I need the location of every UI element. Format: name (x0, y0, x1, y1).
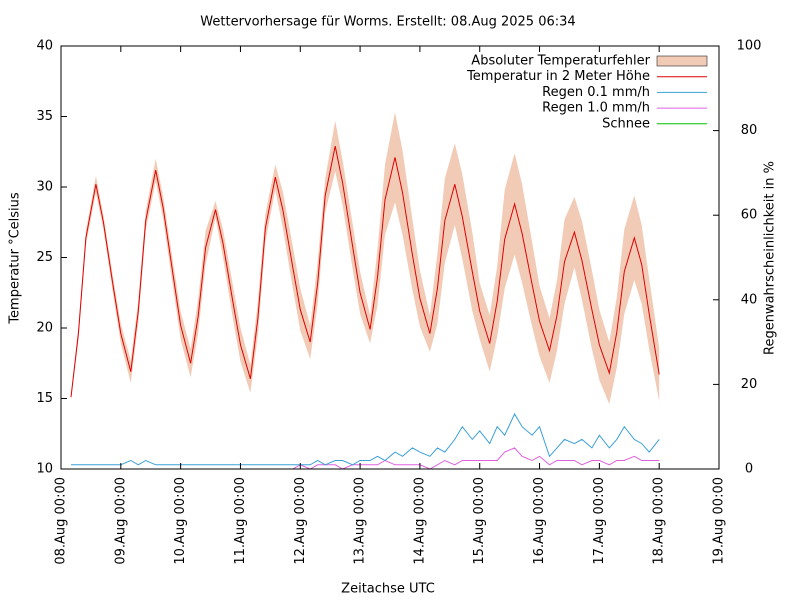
y-tick-label: 15 (36, 391, 53, 406)
y2-tick-label: 80 (741, 123, 758, 138)
y-tick-label: 10 (36, 462, 53, 477)
legend-label: Schnee (602, 116, 650, 131)
series-line (71, 447, 660, 470)
x-tick-label: 08.Aug 00:00 (54, 477, 69, 565)
series-line (71, 412, 660, 466)
y2-tick-label: 0 (745, 462, 753, 477)
y-axis-label: Temperatur °Celsius (8, 192, 23, 325)
x-tick-label: 14.Aug 00:00 (412, 477, 427, 565)
series-line (70, 146, 660, 398)
x-tick-label: 09.Aug 00:00 (113, 477, 128, 565)
x-tick-label: 12.Aug 00:00 (293, 477, 308, 565)
y2-tick-label: 40 (741, 292, 758, 307)
y-tick-label: 20 (36, 321, 53, 336)
x-axis-label: Zeitachse UTC (341, 582, 435, 597)
x-tick-label: 17.Aug 00:00 (592, 477, 607, 565)
legend-label: Temperatur in 2 Meter Höhe (466, 69, 650, 84)
y-tick-label: 35 (36, 109, 53, 124)
x-tick-label: 13.Aug 00:00 (353, 477, 368, 565)
x-tick-label: 19.Aug 00:00 (712, 477, 727, 565)
legend-label: Regen 0.1 mm/h (542, 85, 650, 100)
y-tick-label: 25 (36, 250, 53, 265)
y2-tick-label: 100 (737, 39, 762, 54)
y2-tick-label: 20 (741, 377, 758, 392)
y-tick-label: 30 (36, 180, 53, 195)
legend-swatch (656, 55, 708, 67)
x-tick-label: 16.Aug 00:00 (532, 477, 547, 565)
y2-axis-label: Regenwahrscheinlichkeit in % (763, 161, 778, 355)
y-tick-label: 40 (36, 39, 53, 54)
x-tick-label: 15.Aug 00:00 (472, 477, 487, 565)
x-tick-label: 11.Aug 00:00 (233, 477, 248, 565)
chart-title: Wettervorhersage für Worms. Erstellt: 08… (200, 15, 575, 30)
y2-tick-label: 60 (741, 208, 758, 223)
x-tick-label: 18.Aug 00:00 (652, 477, 667, 565)
legend-label: Regen 1.0 mm/h (542, 101, 650, 116)
error-band (71, 112, 660, 405)
x-tick-label: 10.Aug 00:00 (173, 477, 188, 565)
legend-label: Absoluter Temperaturfehler (471, 54, 650, 69)
